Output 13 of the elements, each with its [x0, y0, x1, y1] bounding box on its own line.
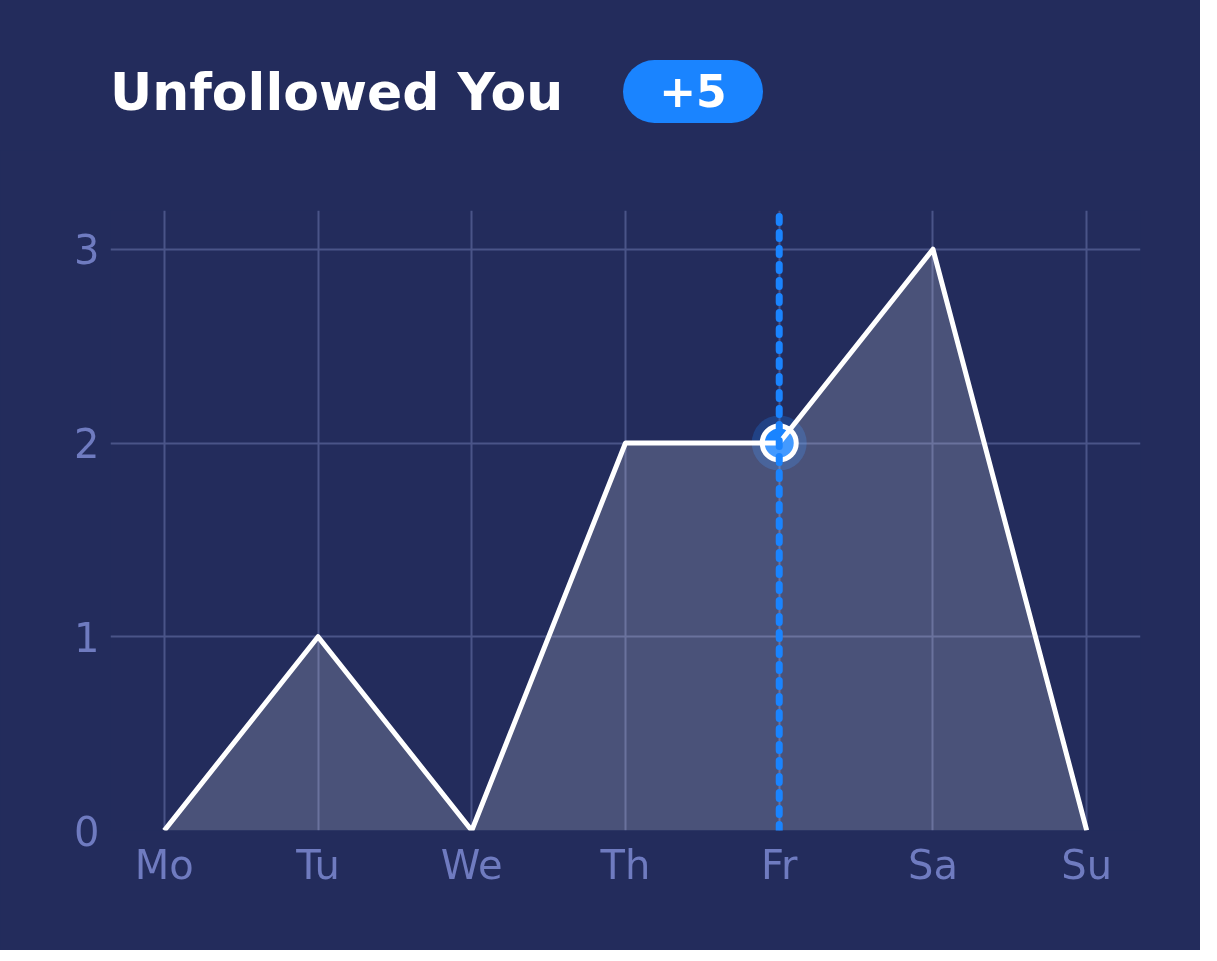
x-tick-label: Su — [1061, 841, 1113, 888]
x-tick-label: Fr — [760, 841, 799, 888]
text: +5 — [623, 60, 763, 123]
x-tick-label: Th — [599, 841, 651, 888]
x-tick-label: Mo — [134, 841, 194, 888]
x-tick-label: Tu — [295, 841, 340, 888]
y-tick-label: 0 — [74, 808, 100, 855]
y-tick-label: 1 — [74, 614, 100, 661]
y-tick-label: 2 — [74, 421, 100, 467]
y-tick-label: 3 — [74, 227, 100, 274]
x-tick-label: Sa — [908, 841, 958, 888]
x-tick-label: We — [440, 841, 503, 888]
chart-title: Unfollowed You — [110, 61, 564, 122]
